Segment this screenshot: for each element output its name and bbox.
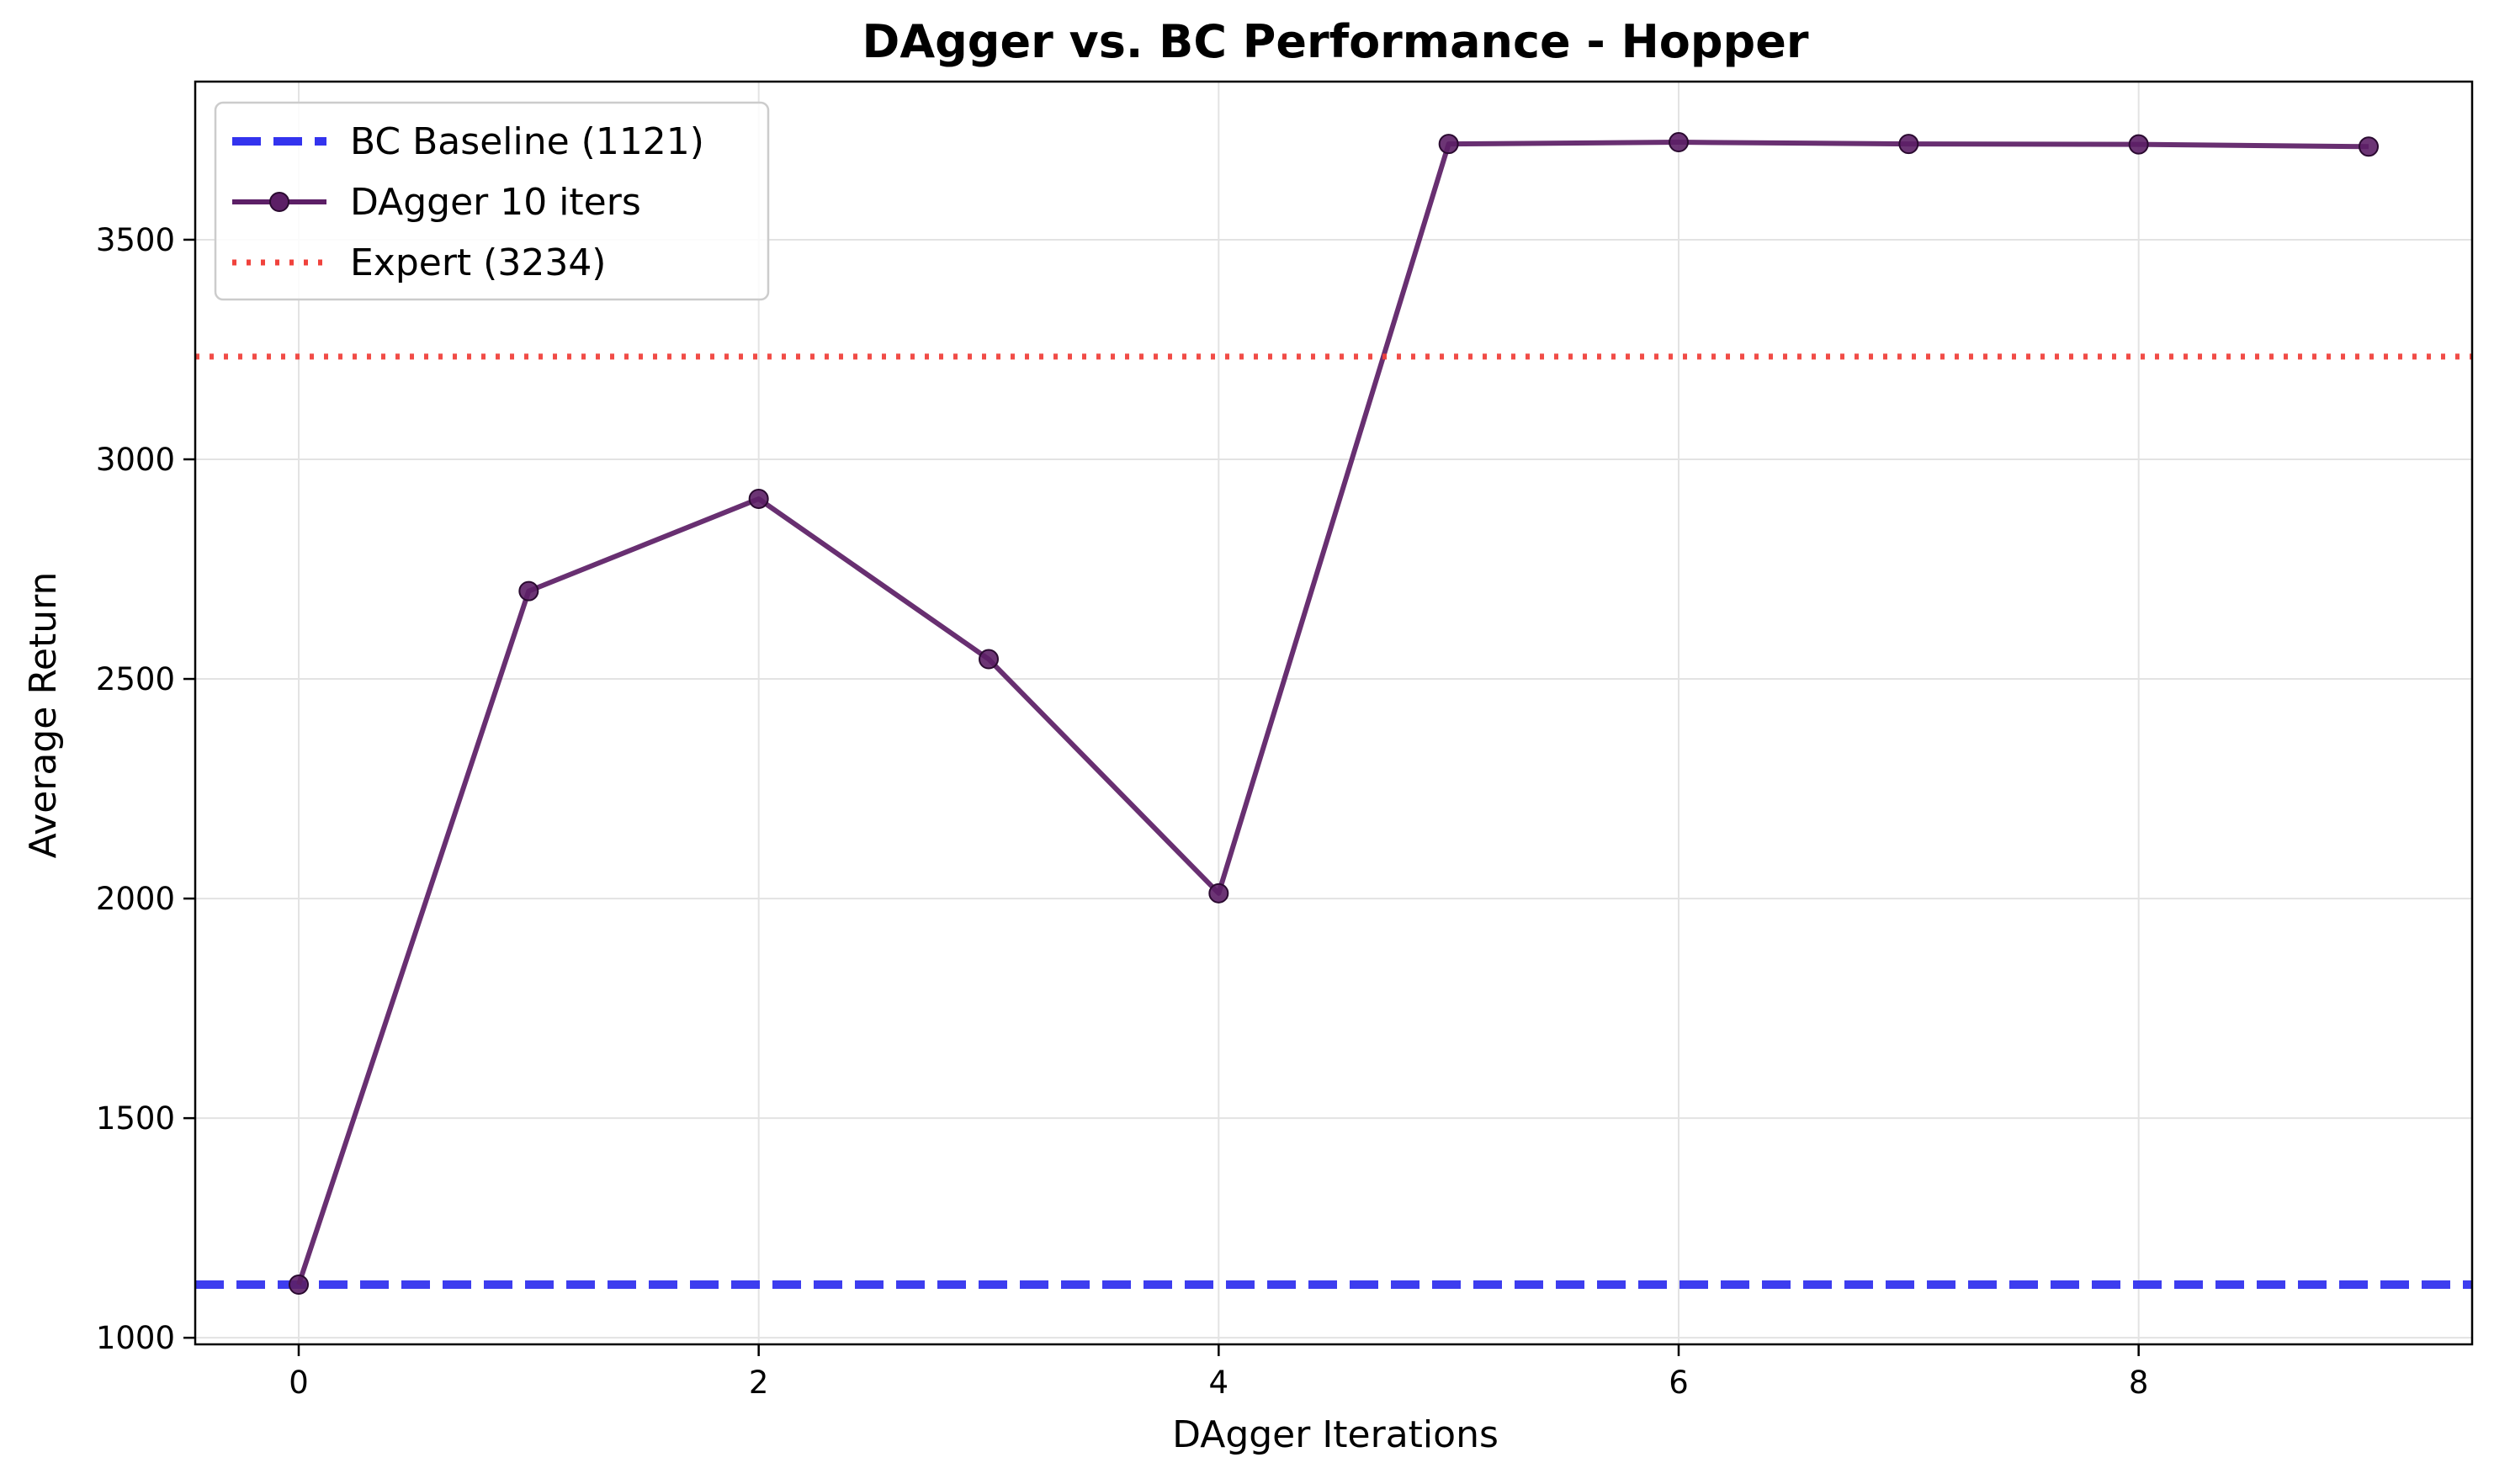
axes-frame bbox=[194, 80, 2474, 1346]
chart-title: DAgger vs. BC Performance - Hopper bbox=[862, 15, 1809, 68]
data-point bbox=[979, 649, 999, 670]
data-point bbox=[1208, 882, 1229, 904]
x-tick-label: 2 bbox=[749, 1365, 769, 1401]
y-tick-label: 2000 bbox=[96, 881, 175, 917]
x-tick-label: 4 bbox=[1209, 1365, 1229, 1401]
x-tick-label: 0 bbox=[289, 1365, 309, 1401]
x-tick-label: 8 bbox=[2129, 1365, 2149, 1401]
legend-label-1: DAgger 10 iters bbox=[350, 181, 641, 224]
data-point bbox=[1669, 132, 1689, 153]
data-point bbox=[518, 580, 539, 602]
y-tick-label: 1500 bbox=[96, 1100, 175, 1137]
axes: 0 2 4 6 8 1000 1500 2000 2500 3000 3500 bbox=[96, 80, 2474, 1401]
y-tick-label: 2500 bbox=[96, 661, 175, 697]
data-point bbox=[2128, 134, 2149, 155]
data-point bbox=[748, 488, 769, 509]
legend-box bbox=[214, 101, 770, 301]
y-axis-label: Average Return bbox=[22, 572, 65, 859]
legend-label-2: Expert (3234) bbox=[350, 241, 606, 284]
data-point bbox=[1438, 134, 1459, 155]
grid bbox=[195, 82, 2472, 1344]
data-point bbox=[1898, 134, 1919, 155]
data-point bbox=[2359, 136, 2379, 157]
y-tick-label: 3000 bbox=[96, 442, 175, 478]
x-axis-label: DAgger Iterations bbox=[1172, 1413, 1499, 1456]
legend: BC Baseline (1121) DAgger 10 iters Expert … bbox=[214, 101, 770, 301]
legend-marker-1 bbox=[269, 192, 289, 212]
y-tick-label: 1000 bbox=[96, 1320, 175, 1356]
y-tick-label: 3500 bbox=[96, 222, 175, 258]
legend-label-0: BC Baseline (1121) bbox=[350, 120, 704, 163]
plot-area bbox=[195, 132, 2472, 1295]
series-1-line bbox=[296, 140, 2369, 1285]
x-tick-label: 6 bbox=[1669, 1365, 1689, 1401]
data-point bbox=[289, 1274, 309, 1295]
